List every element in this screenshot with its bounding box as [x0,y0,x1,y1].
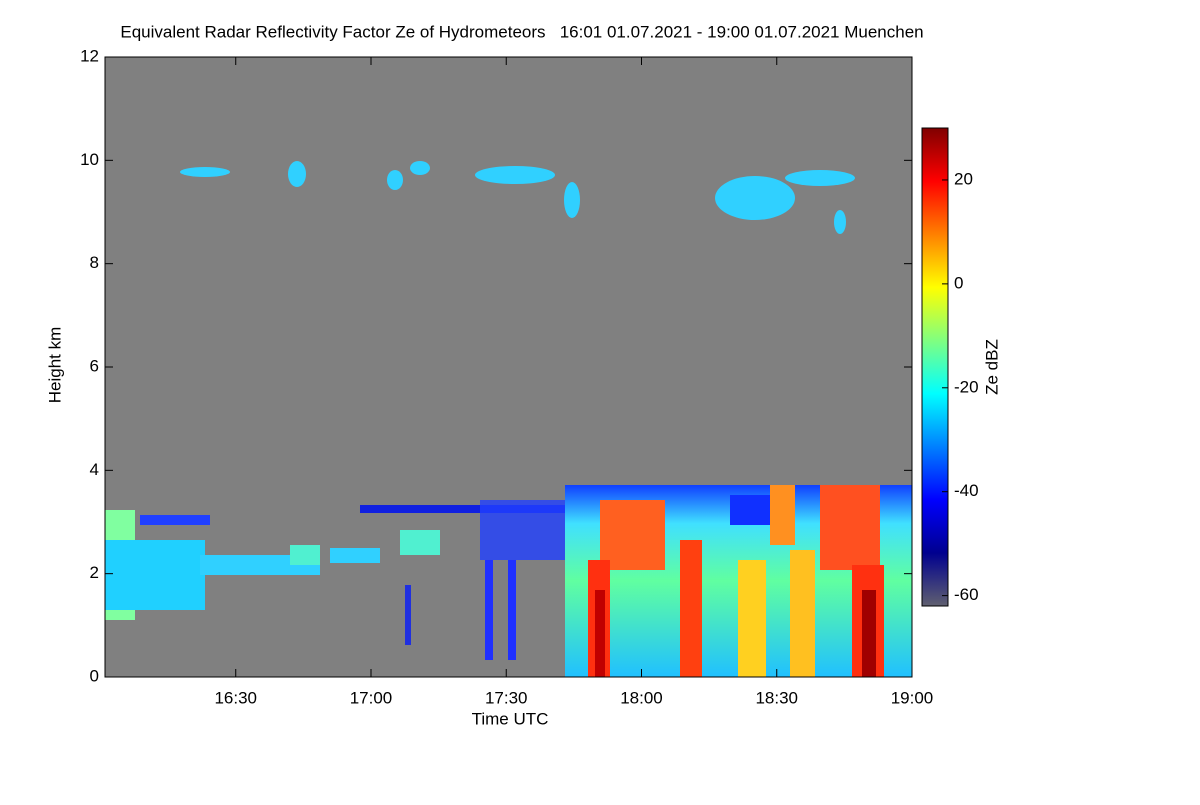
x-tick-label: 17:30 [485,688,528,707]
colorbar-tick-label: -20 [954,377,979,396]
x-tick-label: 17:00 [350,688,393,707]
echoes [105,161,912,677]
x-tick-label: 18:00 [620,688,663,707]
colorbar-label: Ze dBZ [982,339,1001,395]
y-tick-label: 4 [90,460,99,479]
y-tick-label: 8 [90,253,99,272]
x-tick-label: 16:30 [214,688,257,707]
y-tick-label: 6 [90,356,99,375]
colorbar-tick-label: 0 [954,273,963,292]
y-tick-label: 0 [90,666,99,685]
y-tick-label: 2 [90,563,99,582]
x-tick-label: 18:30 [755,688,798,707]
low-layer [105,500,570,660]
colorbar-tick-label: -60 [954,585,979,604]
y-tick-label: 10 [80,150,99,169]
y-axis-label: Height km [45,327,64,404]
x-tick-label: 19:00 [891,688,934,707]
y-tick-label: 12 [80,46,99,65]
x-axis-label: Time UTC [472,709,549,728]
colorbar-tick-label: -40 [954,481,979,500]
cirrus [180,161,855,234]
convection [565,485,912,677]
colorbar-tick-label: 20 [954,169,973,188]
colorbar [921,127,949,607]
chart-title: Equivalent Radar Reflectivity Factor Ze … [120,22,923,41]
